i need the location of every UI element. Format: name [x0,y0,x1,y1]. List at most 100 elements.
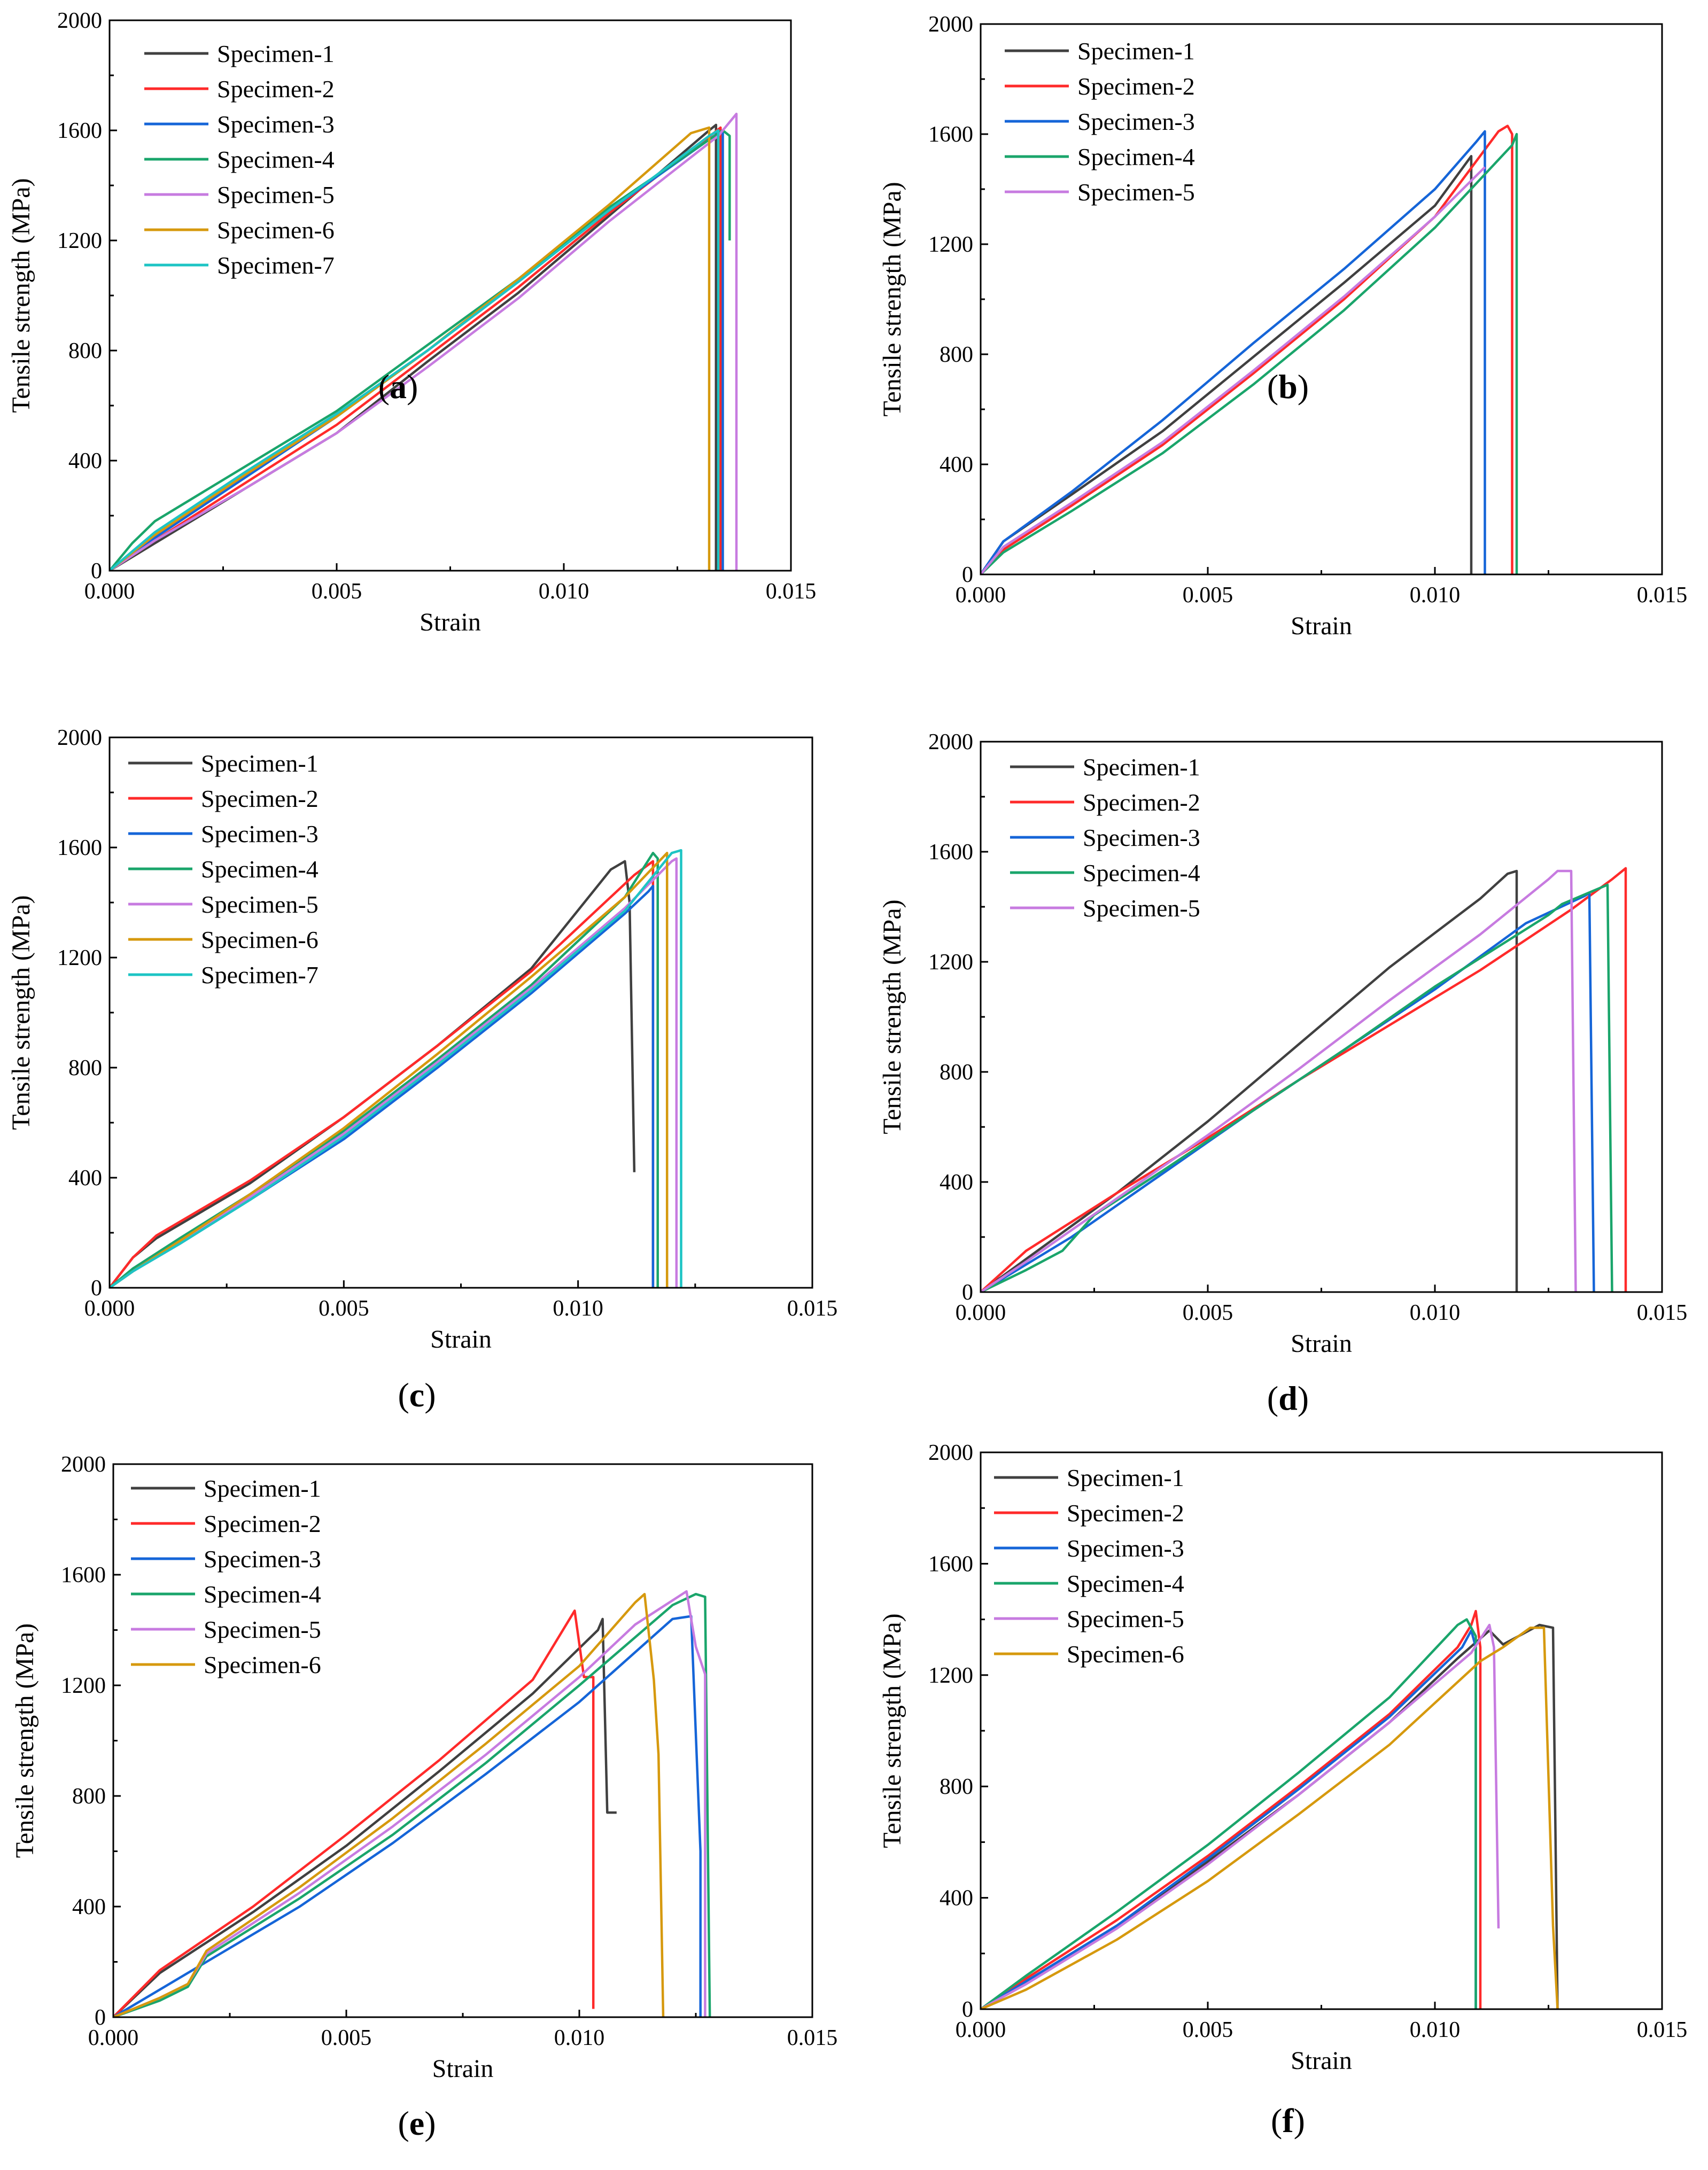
series-line-specimen-7 [110,849,682,1288]
y-tick-label: 1600 [928,122,973,147]
series-line-specimen-4 [110,129,731,571]
x-tick-label: 0.015 [1637,1301,1688,1325]
legend-entry: Specimen-4 [1083,859,1200,886]
y-tick-label: 2000 [928,730,973,755]
y-axis-label: Tensile strength (MPa) [11,1623,39,1858]
y-tick-label: 2000 [61,1452,106,1477]
panel-label: (e) [398,2104,436,2142]
panel-label: (d) [1267,1379,1309,1417]
panel-label: (f) [1271,2102,1305,2140]
x-tick-label: 0.005 [1183,1301,1233,1325]
series-group [981,867,1627,1292]
legend-entry: Specimen-5 [204,1616,321,1643]
series-line-specimen-3 [981,1629,1477,2009]
x-tick-label: 0.005 [321,2026,372,2050]
series-line-specimen-4 [113,1592,711,2017]
legend-entry: Specimen-5 [1077,178,1195,206]
y-axis-label: Tensile strength (MPa) [878,1613,906,1848]
legend: Specimen-1 Specimen-2 Specimen-3 Specimen-4… [1005,37,1195,206]
y-tick-label: 400 [68,1166,102,1191]
legend-entry: Specimen-4 [217,146,335,173]
legend-entry: Specimen-1 [217,40,335,67]
legend: Specimen-1 Specimen-2 Specimen-3 Specimen-4… [144,40,335,279]
series-line-specimen-4 [110,852,659,1288]
series-line-specimen-3 [113,1615,702,2017]
legend-entry: Specimen-5 [217,181,335,208]
x-axis-label: Strain [430,1325,492,1354]
series-line-specimen-2 [110,860,655,1288]
x-axis-label: Strain [1291,612,1352,640]
legend-entry: Specimen-3 [1077,108,1195,135]
panel-letter: d [1278,1379,1298,1417]
legend-entry: Specimen-3 [1083,824,1200,851]
legend-entry: Specimen-5 [1083,895,1200,922]
legend-entry: Specimen-3 [201,820,319,847]
legend: Specimen-1 Specimen-2 Specimen-3 Specimen-4… [128,750,319,989]
x-tick-label: 0.010 [553,1296,603,1321]
series-line-specimen-5 [110,857,678,1288]
x-tick-label: 0.015 [787,2026,838,2050]
series-line-specimen-2 [981,1609,1482,2009]
y-tick-label: 1200 [57,229,102,253]
legend-entry: Specimen-6 [204,1651,321,1678]
legend-entry: Specimen-2 [201,785,319,812]
plot-frame [980,23,1663,575]
series-line-specimen-1 [110,860,636,1288]
y-axis-label: Tensile strength (MPa) [878,899,906,1134]
y-tick-label: 1600 [61,1563,106,1588]
chart-panel-a: 0.000 0.005 0.010 0.015 0 400 800 1200 1600 2000 S… [7,9,816,636]
series-line-specimen-5 [110,112,738,571]
y-tick-label: 800 [72,1784,106,1809]
series-group [981,1609,1559,2009]
panel-label: (a) [378,368,418,406]
legend-entry: Specimen-1 [1077,37,1195,65]
x-tick-label: 0.010 [539,579,589,604]
series-line-specimen-7 [110,129,720,571]
y-tick-label: 400 [940,1886,973,1911]
x-tick-label: 0.010 [1410,1301,1461,1325]
panel-paren-open: ( [398,1376,409,1414]
legend-entry: Specimen-7 [217,252,335,279]
panel-paren-close: ) [407,368,418,406]
y-axis-label: Tensile strength (MPa) [878,182,906,416]
panel-paren-close: ) [424,1376,436,1414]
x-tick-label: 0.010 [1410,2018,1461,2042]
legend-entry: Specimen-1 [204,1475,321,1502]
x-tick-label: 0.015 [787,1296,838,1321]
legend: Specimen-1 Specimen-2 Specimen-3 Specimen-4… [131,1475,321,1678]
y-tick-label: 800 [68,1056,102,1080]
y-axis-label: Tensile strength (MPa) [7,895,35,1130]
y-tick-label: 1600 [57,119,102,143]
panel-label: (b) [1267,368,1309,406]
series-line-specimen-3 [981,892,1595,1292]
panel-paren-open: ( [1271,2102,1282,2140]
y-tick-label: 2000 [928,12,973,37]
x-tick-label: 0.000 [84,579,135,604]
x-axis-label: Strain [420,608,481,636]
panel-paren-close: ) [1294,2102,1305,2140]
series-line-specimen-6 [110,852,669,1288]
y-tick-label: 800 [940,1775,973,1799]
y-tick-label: 400 [72,1895,106,1919]
x-tick-label: 0.005 [312,579,362,604]
chart-panel-f: 0.000 0.005 0.010 0.015 0 400 800 1200 1600 2000 S… [878,1441,1687,2140]
x-tick-label: 0.010 [554,2026,605,2050]
panel-paren-open: ( [1267,1379,1278,1417]
legend-entry: Specimen-3 [217,111,335,138]
panel-paren-open: ( [398,2104,409,2142]
series-line-specimen-1 [113,1617,617,2017]
y-tick-label: 400 [940,1170,973,1195]
x-tick-label: 0.015 [1637,583,1688,608]
y-tick-label: 1200 [57,946,102,970]
y-tick-label: 400 [940,453,973,477]
y-tick-label: 400 [68,449,102,473]
x-tick-label: 0.000 [84,1296,135,1321]
legend-entry: Specimen-5 [201,891,319,918]
y-tick-label: 800 [68,339,102,363]
panel-letter: c [409,1376,424,1414]
y-tick-label: 800 [940,1060,973,1085]
legend-entry: Specimen-2 [1077,73,1195,100]
x-tick-label: 0.005 [1183,2018,1233,2042]
chart-panel-c: 0.000 0.005 0.010 0.015 0 400 800 1200 1600 2000 S… [7,726,837,1414]
